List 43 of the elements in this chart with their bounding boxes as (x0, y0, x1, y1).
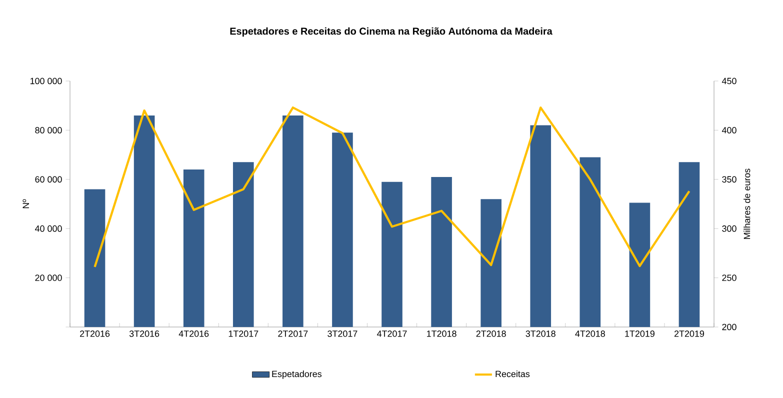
y-axis-title: Nº (22, 199, 29, 208)
bar (480, 199, 502, 327)
bar (678, 162, 700, 327)
y2-axis-title: Milhares de euros (744, 168, 750, 239)
x-tick-label: 2T2017 (278, 330, 308, 337)
y2-tick-label: 450 (722, 78, 736, 84)
bar (530, 125, 552, 327)
x-tick-label: 4T2017 (377, 330, 407, 337)
bar (382, 182, 402, 327)
x-tick-label: 1T2018 (427, 330, 456, 337)
bar (232, 162, 254, 327)
y-tick-label: 20 000 (35, 274, 62, 281)
bar (629, 202, 650, 327)
y2-tick-label: 300 (722, 225, 736, 232)
bar (84, 189, 106, 327)
y2-tick-label: 200 (722, 324, 736, 330)
x-tick-label: 1T2019 (625, 330, 654, 337)
bar (332, 132, 353, 327)
x-tick-label: 2T2019 (674, 330, 704, 337)
bar (580, 157, 601, 327)
legend-label: Espetadores (272, 370, 322, 379)
bar (134, 115, 155, 327)
y-tick-label: 40 000 (35, 225, 62, 232)
y-tick-label: 100 000 (30, 78, 62, 84)
x-tick-label: 3T2017 (328, 330, 358, 337)
bar (431, 176, 452, 327)
x-tick-label: 4T2018 (575, 330, 605, 337)
x-tick-label: 2T2018 (476, 330, 506, 337)
y2-tick-label: 400 (722, 127, 736, 134)
x-tick-label: 3T2018 (526, 330, 556, 337)
bar (183, 170, 204, 327)
y-tick-label: 80 000 (35, 127, 62, 134)
x-tick-label: 1T2017 (228, 330, 258, 337)
bar (282, 115, 304, 327)
x-tick-label: 2T2016 (80, 330, 110, 337)
legend-label: Receitas (496, 370, 530, 378)
line-series (94, 106, 690, 268)
y2-tick-label: 350 (722, 176, 736, 183)
x-tick-label: 3T2016 (129, 330, 160, 337)
x-tick-label: 4T2016 (178, 330, 209, 337)
y-tick-label: 60 000 (35, 176, 62, 183)
chart-title: Espetadores e Receitas do Cinema na Região Autónoma da Madeira (230, 27, 552, 37)
y2-tick-label: 250 (722, 274, 736, 281)
